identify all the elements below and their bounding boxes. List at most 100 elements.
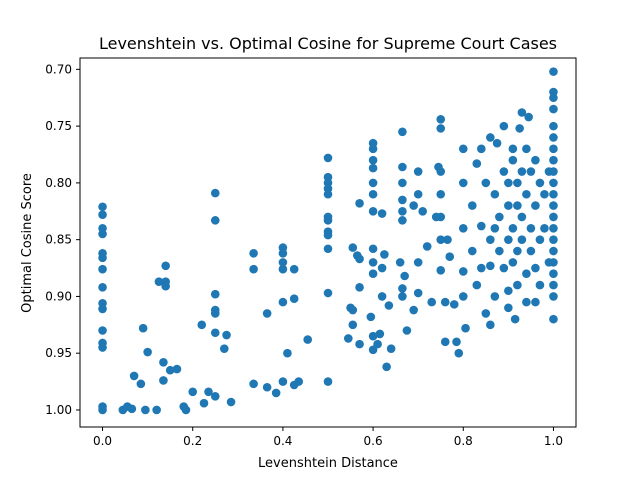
data-point: [368, 331, 378, 341]
data-point: [418, 206, 427, 216]
data-point: [141, 405, 150, 415]
data-point: [409, 305, 418, 315]
data-point: [159, 376, 168, 385]
data-point: [461, 323, 470, 333]
data-point: [458, 267, 468, 276]
data-point: [181, 405, 191, 415]
data-point: [278, 258, 288, 267]
data-point: [458, 292, 468, 301]
data-point: [522, 189, 531, 199]
data-point: [402, 326, 412, 335]
data-point: [380, 250, 389, 259]
data-point: [517, 235, 527, 244]
data-point: [440, 337, 450, 347]
data-point: [278, 264, 288, 274]
data-point: [366, 312, 376, 322]
data-point: [355, 254, 364, 264]
data-point: [436, 167, 446, 176]
data-point: [467, 201, 477, 210]
data-point: [477, 221, 486, 231]
data-point: [443, 235, 452, 244]
data-point: [398, 216, 407, 225]
data-point: [477, 144, 486, 154]
data-point: [454, 348, 464, 358]
y-tick-label: 0.85: [45, 233, 72, 247]
data-point: [549, 212, 558, 222]
data-point: [490, 189, 500, 199]
y-tick-label: 0.70: [45, 62, 72, 76]
data-point: [395, 258, 405, 267]
data-point: [526, 246, 536, 256]
data-point: [504, 201, 513, 210]
data-point: [398, 284, 407, 293]
data-point: [159, 357, 168, 367]
data-point: [98, 343, 107, 352]
data-point: [323, 377, 333, 386]
data-point: [323, 288, 333, 298]
data-point: [535, 235, 545, 244]
plot-frame: [79, 57, 577, 428]
data-point: [522, 269, 531, 279]
data-point: [98, 326, 107, 335]
data-point: [161, 261, 170, 271]
data-point: [152, 405, 161, 415]
data-point: [262, 382, 272, 392]
x-tick-label: 0.8: [454, 434, 473, 448]
data-point: [549, 280, 558, 290]
data-point: [249, 379, 258, 389]
data-point: [129, 371, 139, 381]
data-point: [98, 283, 107, 292]
data-point: [249, 248, 258, 258]
y-axis: 0.70 0.75 0.80 0.85 0.90 0.95 1.00: [45, 62, 80, 417]
data-point: [549, 67, 558, 76]
data-point: [289, 294, 299, 304]
data-point: [486, 261, 495, 271]
data-point: [486, 235, 495, 244]
data-point: [504, 303, 513, 313]
data-point: [136, 379, 146, 389]
data-point: [398, 195, 407, 205]
data-point: [210, 309, 220, 318]
data-point: [323, 216, 333, 225]
data-point: [481, 309, 491, 318]
data-point: [377, 209, 387, 218]
y-tick-label: 0.95: [45, 346, 72, 360]
data-point: [540, 189, 549, 199]
data-point: [377, 263, 387, 273]
data-point: [323, 230, 333, 240]
data-point: [549, 201, 558, 210]
data-point: [165, 365, 175, 375]
x-tick-label: 0.4: [273, 434, 292, 448]
data-point: [98, 304, 107, 314]
data-point: [348, 243, 358, 252]
data-point: [368, 178, 378, 188]
data-point: [398, 292, 407, 301]
data-point: [323, 189, 333, 199]
data-point: [490, 224, 500, 233]
data-point: [368, 163, 378, 173]
data-point: [172, 364, 182, 374]
data-point: [472, 159, 482, 168]
chart-title: Levenshtein vs. Optimal Cosine for Supre…: [99, 34, 557, 53]
data-point: [210, 392, 220, 401]
data-point: [549, 93, 558, 103]
data-point: [368, 244, 378, 254]
data-point: [436, 235, 446, 244]
data-point: [515, 124, 524, 133]
data-point: [495, 246, 504, 256]
data-point: [348, 305, 358, 315]
data-point: [513, 246, 522, 256]
data-point: [513, 201, 522, 210]
data-point: [188, 387, 198, 397]
data-point: [549, 121, 558, 131]
data-point: [278, 248, 288, 258]
x-tick-label: 0.2: [183, 434, 202, 448]
data-point: [549, 269, 558, 279]
data-point: [98, 253, 107, 263]
data-point: [540, 224, 549, 233]
data-point: [377, 292, 387, 301]
data-point: [398, 162, 407, 172]
data-point: [283, 348, 292, 358]
data-point: [549, 167, 558, 176]
